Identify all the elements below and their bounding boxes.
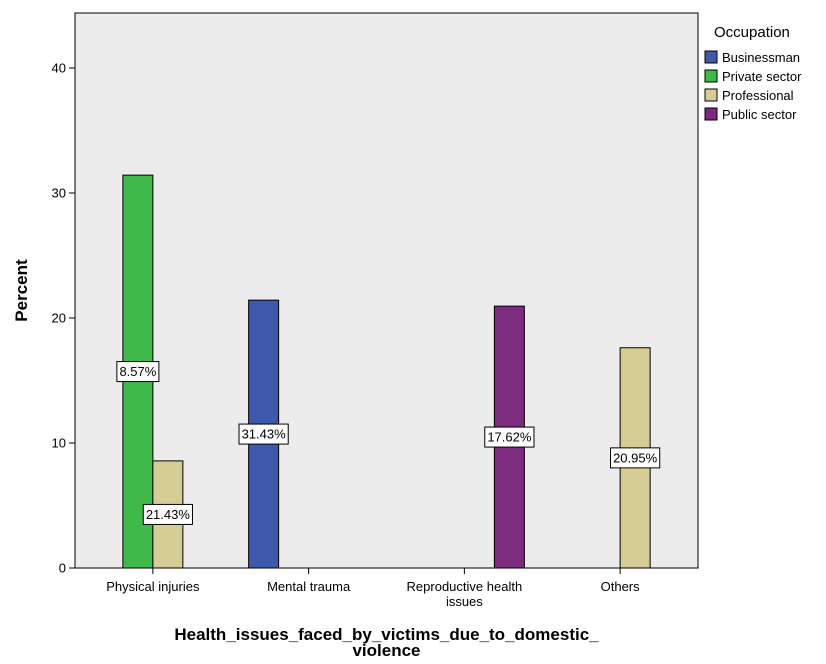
data-labels-layer: 31.43% 8.57% 21.43% 20.95% 17.62% [116, 361, 661, 525]
legend-swatch [704, 107, 718, 121]
legend-label: Private sector [722, 69, 802, 84]
data-label-box [484, 426, 535, 448]
x-category-label: Others [601, 579, 641, 594]
data-label: 8.57% [119, 364, 156, 379]
x-category-label: Reproductive health [407, 579, 523, 594]
legend-swatch [704, 69, 718, 83]
legend-label: Public sector [722, 107, 797, 122]
x-axis-title-line-1: Health_issues_faced_by_victims_due_to_do… [174, 625, 599, 644]
data-label-box [116, 361, 160, 383]
legend-title: Occupation [714, 24, 790, 41]
legend-swatch [704, 50, 718, 64]
y-axis-title: Percent [12, 259, 31, 322]
data-label: 21.43% [146, 507, 191, 522]
x-category-label: Mental trauma [267, 579, 351, 594]
legend-label: Businessman [722, 50, 800, 65]
data-label-box [142, 503, 193, 525]
legend-label: Professional [722, 88, 794, 103]
y-tick-label: 20 [52, 311, 66, 326]
y-axis: 0 10 20 30 40 [52, 61, 75, 576]
x-category-label: Physical injuries [106, 579, 200, 594]
data-label-box [610, 447, 661, 469]
y-tick-label: 10 [52, 436, 66, 451]
data-label: 20.95% [613, 450, 658, 465]
data-label: 31.43% [242, 427, 287, 442]
x-axis: Physical injuries Mental trauma Reproducti… [106, 568, 640, 609]
y-tick-label: 40 [52, 61, 66, 76]
data-label: 17.62% [487, 430, 532, 445]
data-label-box [238, 423, 289, 445]
legend: Businessman Private sector Professional Pub… [704, 50, 802, 122]
x-axis-title-line-2: violence [352, 641, 420, 659]
legend-swatch [704, 88, 718, 102]
y-tick-label: 0 [59, 561, 66, 576]
y-tick-label: 30 [52, 186, 66, 201]
x-category-label: issues [446, 594, 483, 609]
